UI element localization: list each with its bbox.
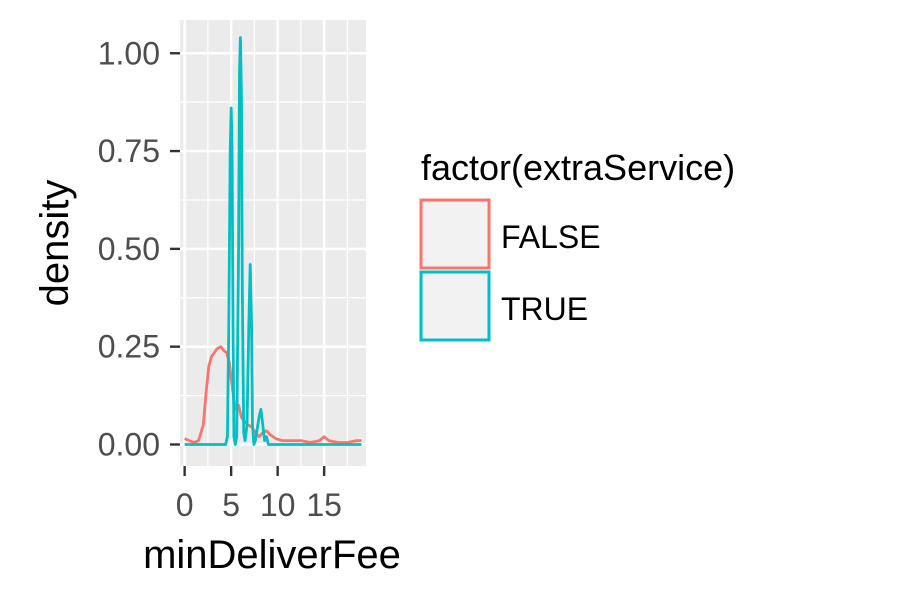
legend-key-true [419,270,491,342]
legend-entry-false: FALSE [419,198,601,270]
series-line-true [184,36,362,446]
y-axis-title: density [33,180,77,307]
y-tick-label: 0.75 [98,133,160,169]
x-tick-label: 0 [176,487,194,523]
x-tick-label: 5 [222,487,240,523]
legend-entry-true: TRUE [419,270,588,342]
grid-major [180,20,366,466]
x-tick-label: 10 [260,487,296,523]
x-tick-label: 15 [306,487,342,523]
legend-title: factor(extraService) [421,147,735,188]
y-axis: 0.00 0.25 0.50 0.75 1.00 [98,35,180,462]
legend: factor(extraService) FALSE TRUE [419,147,735,342]
x-axis-title: minDeliverFee [143,533,401,577]
panel-background [180,20,366,466]
series-layer [184,36,362,446]
legend-label-true: TRUE [501,291,588,327]
legend-label-false: FALSE [501,219,601,255]
legend-key-false [419,198,491,270]
x-axis: 0 5 10 15 [176,466,342,523]
y-tick-label: 0.00 [98,426,160,462]
y-tick-label: 0.25 [98,329,160,365]
grid-minor [180,20,366,466]
y-tick-label: 0.50 [98,231,160,267]
y-tick-label: 1.00 [98,35,160,71]
